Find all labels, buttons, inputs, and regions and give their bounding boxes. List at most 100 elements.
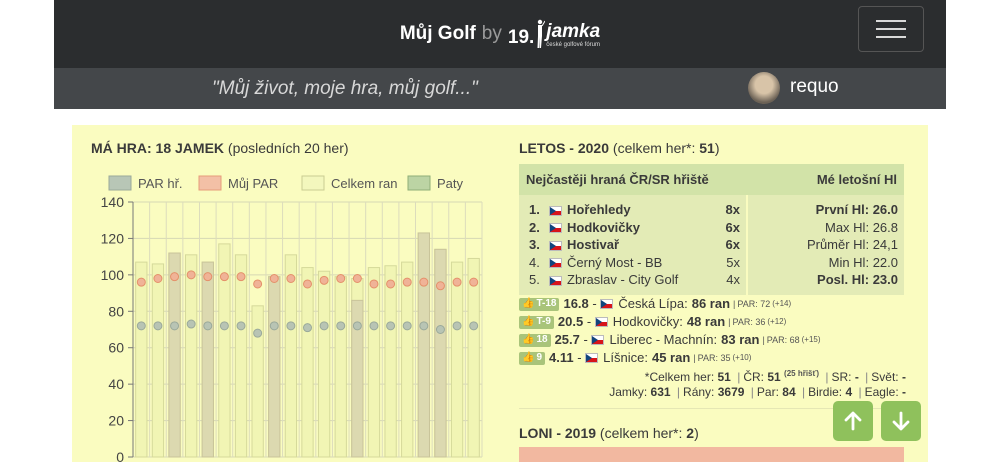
point-muj-par[interactable] [435,281,445,291]
course-row[interactable]: 3. Hostivař 6x [529,236,740,254]
bar-paty[interactable] [351,299,364,458]
bar-paty[interactable] [268,276,281,458]
bar-celkem-ran[interactable] [334,276,347,458]
point-muj-par[interactable] [236,272,246,282]
point-par-hr[interactable] [170,321,180,331]
point-muj-par[interactable] [203,272,213,282]
legend-swatch [301,175,325,191]
bar-celkem-ran[interactable] [367,267,381,458]
point-par-hr[interactable] [203,321,213,331]
point-par-hr[interactable] [253,328,263,338]
point-par-hr[interactable] [402,321,412,331]
point-muj-par[interactable] [253,279,263,289]
point-par-hr[interactable] [419,321,429,331]
point-par-hr[interactable] [286,321,296,331]
point-muj-par[interactable] [286,274,296,283]
point-par-hr[interactable] [186,319,196,329]
point-muj-par[interactable] [402,277,412,287]
score-chart: PAR hř. Můj PAR Celkem ran Paty 0 20 40 60 80 100… [101,175,483,462]
point-par-hr[interactable] [452,321,462,331]
bar-paty[interactable] [417,232,430,458]
point-muj-par[interactable] [153,274,163,283]
round-strokes: 45 ran [651,350,691,365]
bar-celkem-ran[interactable] [284,254,298,458]
point-par-hr[interactable] [469,321,479,331]
hamburger-menu-button[interactable] [858,6,924,52]
round-row[interactable]: 👍 T-9 20.5 - Hodkovičky: 48 ran | PAR: 36 (+12… [519,313,821,331]
season-stats: *Celkem her: 51 | ČR: 51 (25 hřišť) | SR: … [519,365,906,401]
point-muj-par[interactable] [386,279,396,289]
point-par-hr[interactable] [236,321,246,331]
bar-celkem-ran[interactable] [467,257,480,458]
point-muj-par[interactable] [136,277,146,287]
bar-paty[interactable] [201,261,214,458]
point-par-hr[interactable] [386,321,396,331]
course-name[interactable]: Zbraslav - City Golf [549,272,726,287]
point-muj-par[interactable] [170,272,180,282]
round-course: Liberec - Machnín: [609,332,718,347]
site-logo[interactable]: 19. jamka české golfové fórum [507,19,601,48]
point-muj-par[interactable] [303,279,312,289]
point-muj-par[interactable] [469,277,479,287]
bar-celkem-ran[interactable] [317,270,331,458]
bar-celkem-ran[interactable] [185,254,198,458]
bar-paty[interactable] [434,248,447,458]
legend-item[interactable]: Paty [407,175,464,191]
point-par-hr[interactable] [336,321,346,331]
course-rank: 5. [529,272,540,288]
point-muj-par[interactable] [319,275,329,285]
legend-item[interactable]: Můj PAR [198,175,278,191]
site-title[interactable]: Můj Golf [399,23,476,44]
course-row[interactable]: 4. Černý Most - BB 5x [529,254,740,272]
round-row[interactable]: 👍 T-18 16.8 - Česká Lípa: 86 ran | PAR: 72 (+1… [519,295,821,313]
point-par-hr[interactable] [269,321,279,331]
round-score: 25.7 [554,332,580,347]
course-name[interactable]: Černý Most - BB [549,255,726,270]
course-count: 6x [725,237,740,253]
course-name[interactable]: Hodkovičky [549,220,726,235]
bar-celkem-ran[interactable] [384,265,397,458]
section-divider [519,408,906,409]
legend-item[interactable]: PAR hř. [108,175,183,191]
point-par-hr[interactable] [153,321,163,331]
point-muj-par[interactable] [186,270,196,280]
bar-celkem-ran[interactable] [251,305,264,458]
course-name[interactable]: Hořehledy [549,202,726,217]
bar-celkem-ran[interactable] [234,254,248,458]
brand[interactable]: Můj Golf by 19. jamka české golfové fóru… [54,0,946,68]
bar-celkem-ran[interactable] [151,263,165,458]
point-muj-par[interactable] [219,272,229,282]
point-muj-par[interactable] [269,274,279,283]
bar-celkem-ran[interactable] [135,261,148,458]
point-muj-par[interactable] [352,274,362,283]
course-row[interactable]: 5. Zbraslav - City Golf 4x [529,271,740,289]
bar-celkem-ran[interactable] [401,261,414,458]
point-par-hr[interactable] [319,321,329,331]
scroll-down-button[interactable] [881,401,921,441]
bar-celkem-ran[interactable] [301,267,314,458]
bar-paty[interactable] [168,252,181,458]
point-par-hr[interactable] [136,321,146,331]
bar-celkem-ran[interactable] [450,261,464,458]
point-muj-par[interactable] [452,277,462,287]
scroll-up-button[interactable] [833,401,873,441]
point-par-hr[interactable] [369,321,379,331]
legend-item[interactable]: Celkem ran [301,175,397,191]
point-par-hr[interactable] [219,321,229,331]
point-muj-par[interactable] [336,274,346,283]
round-row[interactable]: 👍 18 25.7 - Liberec - Machnín: 83 ran | PAR: … [519,331,821,349]
bar-celkem-ran[interactable] [218,243,231,458]
avatar[interactable] [748,72,780,104]
point-par-hr[interactable] [352,321,362,331]
hcp-row: Max Hl: 26.8 [825,219,898,235]
point-muj-par[interactable] [369,279,379,289]
course-name[interactable]: Hostivař [549,237,726,252]
courses-table-header: Nejčastěji hraná ČR/SR hřiště Mé letošní… [519,164,904,195]
point-muj-par[interactable] [419,277,429,287]
course-row[interactable]: 2. Hodkovičky 6x [529,219,740,237]
round-row[interactable]: 👍 9 4.11 - Líšnice: 45 ran | PAR: 35 (+10) [519,349,821,367]
point-par-hr[interactable] [435,325,445,334]
course-row[interactable]: 1. Hořehledy 8x [529,201,740,219]
username-link[interactable]: requo [790,76,839,97]
point-par-hr[interactable] [303,323,312,333]
